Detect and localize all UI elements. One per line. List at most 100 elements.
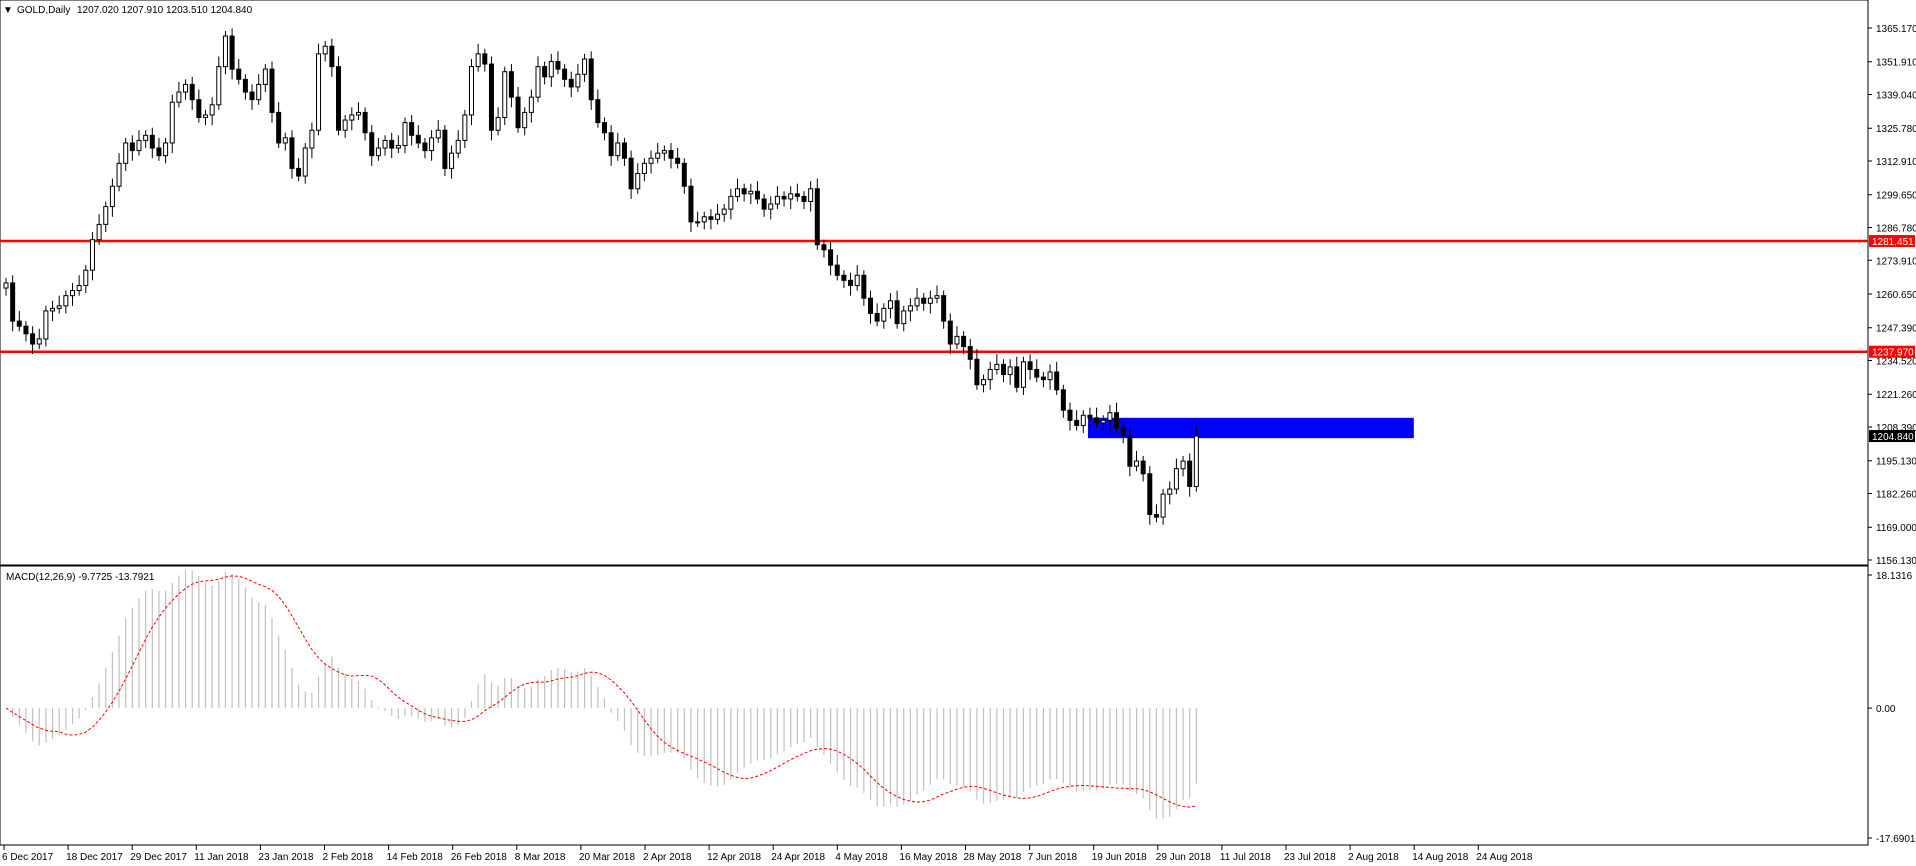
candle (528, 89, 534, 123)
candle (854, 265, 860, 291)
price-tick-label: 1195.130 (1876, 457, 1916, 468)
macd-label: MACD(12,26,9) -9.7725 -13.7921 (6, 572, 155, 583)
candle (389, 132, 395, 159)
candle (495, 107, 501, 136)
price-axis: 1365.170 1351.910 1339.040 1325.780 1312.910… (1868, 24, 1916, 567)
symbol-caret-icon[interactable]: ▼ (3, 5, 13, 16)
macd-panel[interactable]: 18.1316 0.00 -17.6901 MACD(12,26,9) -9.772… (0, 565, 1916, 846)
candle (196, 89, 202, 123)
candle (276, 102, 282, 149)
candle (455, 130, 461, 159)
candle (322, 41, 328, 62)
candle (435, 120, 441, 143)
candle (1127, 427, 1133, 477)
price-tick-label: 1247.390 (1876, 324, 1916, 335)
candle (735, 178, 740, 202)
candle (156, 137, 162, 161)
candle (442, 125, 448, 177)
time-tick-label: 6 Dec 2017 (2, 852, 54, 863)
candle (741, 183, 747, 202)
candle (828, 242, 834, 276)
candle (921, 293, 927, 311)
candle (934, 285, 940, 304)
candle (1074, 410, 1080, 431)
candle (96, 214, 102, 245)
macd-axis: 18.1316 0.00 -17.6901 (1868, 571, 1916, 845)
candle (808, 181, 814, 212)
candle (841, 270, 847, 289)
candle (116, 153, 122, 192)
time-tick-label: 20 Mar 2018 (579, 852, 636, 863)
time-tick-label: 11 Jul 2018 (1220, 852, 1271, 863)
price-tick-label: 1208.390 (1876, 423, 1916, 434)
candle (914, 288, 920, 311)
support-resistance-zone (1087, 417, 1414, 439)
candle (821, 239, 827, 258)
current-price-badge (1869, 430, 1915, 443)
candle (342, 114, 348, 138)
candle (1067, 402, 1073, 431)
time-tick-label: 18 Dec 2017 (66, 852, 123, 863)
candle (814, 178, 820, 250)
time-tick-label: 4 May 2018 (835, 852, 888, 863)
candle (169, 94, 175, 154)
candle (994, 354, 1000, 375)
candle (522, 107, 528, 136)
horizontal-levels[interactable]: 1281.451 1237.970 1204.840 (0, 235, 1915, 443)
candle (535, 56, 541, 103)
candle (1160, 489, 1166, 525)
time-tick-label: 24 Apr 2018 (771, 852, 825, 863)
candle (695, 211, 701, 227)
macd-tick-label: 18.1316 (1876, 571, 1913, 582)
candle (941, 290, 947, 329)
candle (575, 64, 581, 93)
candle (894, 290, 900, 329)
candle (1047, 364, 1053, 390)
time-tick-label: 2 Aug 2018 (1348, 852, 1399, 863)
candle (136, 130, 142, 156)
price-tick-label: 1351.910 (1876, 58, 1916, 69)
candle (256, 74, 262, 105)
candle (1027, 354, 1033, 380)
candle (422, 137, 428, 159)
candle (316, 43, 322, 136)
candle (429, 130, 435, 161)
candle (868, 290, 873, 324)
time-tick-label: 29 Jun 2018 (1156, 852, 1211, 863)
candle (236, 58, 242, 85)
time-tick-label: 12 Apr 2018 (707, 852, 761, 863)
candle (961, 331, 967, 355)
macd-panel-frame (0, 565, 1869, 846)
time-tick-label: 2 Apr 2018 (643, 852, 692, 863)
time-tick-label: 16 May 2018 (899, 852, 957, 863)
candle (289, 130, 295, 179)
macd-tick-label: -17.6901 (1876, 834, 1916, 845)
candle (462, 109, 468, 149)
candle (415, 125, 421, 149)
candle (1001, 359, 1006, 383)
time-axis: 6 Dec 2017 18 Dec 2017 29 Dec 2017 11 Jan 2… (2, 845, 1533, 863)
candle (355, 102, 361, 121)
price-tick-label: 1273.910 (1876, 256, 1916, 267)
candle (50, 300, 56, 322)
candle (296, 158, 302, 182)
candle (1134, 450, 1139, 472)
price-panel[interactable]: 1281.451 1237.970 1204.840 1365.170 1351.91… (0, 0, 1916, 567)
candle (488, 56, 494, 141)
candle (1040, 372, 1046, 388)
candle (1187, 453, 1193, 497)
candle (469, 58, 474, 126)
current-price-label: 1204.840 (1872, 432, 1914, 443)
price-tick-label: 1365.170 (1876, 24, 1916, 35)
candle (409, 114, 415, 146)
symbol-label: GOLD,Daily (17, 5, 70, 16)
candle (621, 137, 627, 166)
candle (36, 328, 42, 350)
candle (861, 270, 867, 306)
candle (309, 122, 315, 159)
candle (56, 295, 62, 314)
candle (336, 56, 341, 136)
candle (981, 374, 987, 393)
price-tick-label: 1312.910 (1876, 157, 1916, 168)
candle (794, 183, 800, 202)
